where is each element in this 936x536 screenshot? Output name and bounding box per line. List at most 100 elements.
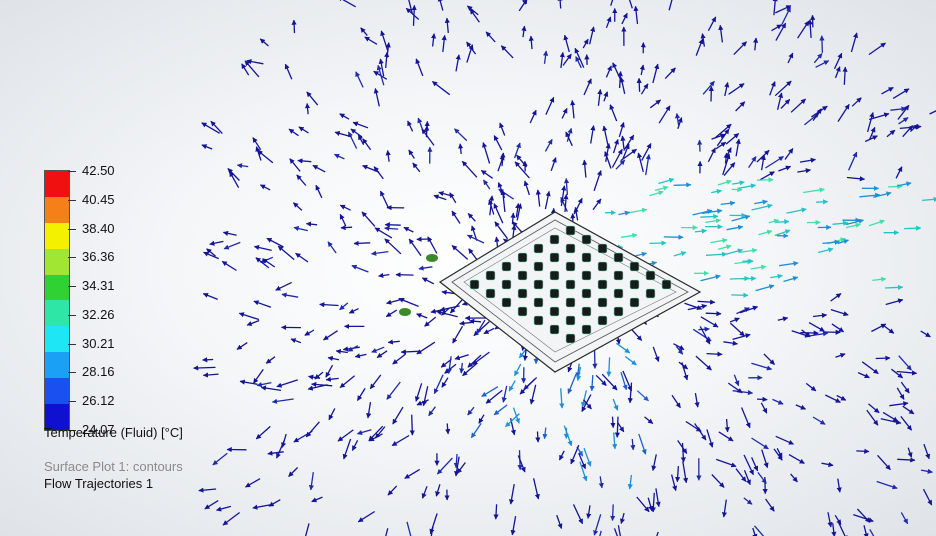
flow-arrow — [718, 244, 732, 250]
flow-arrow — [765, 155, 784, 169]
flow-arrow — [724, 418, 730, 433]
flow-arrow — [597, 88, 603, 106]
flow-arrow — [497, 154, 505, 172]
flow-arrow — [694, 228, 708, 234]
flow-arrow — [590, 125, 596, 144]
flow-arrow — [444, 17, 450, 33]
legend-tick-label: 38.40 — [82, 220, 115, 236]
flow-arrow — [815, 60, 830, 68]
flow-arrow — [888, 183, 903, 190]
legend-tick — [68, 286, 76, 288]
flow-arrow — [621, 12, 628, 25]
flow-arrow — [673, 182, 692, 188]
flow-arrow — [614, 416, 620, 438]
flow-arrow — [897, 457, 916, 463]
flow-arrow — [454, 128, 468, 142]
flow-arrow — [606, 357, 612, 377]
flow-arrow — [550, 157, 557, 172]
flow-arrow — [726, 224, 744, 231]
flow-arrow — [837, 103, 850, 122]
flow-arrow — [334, 130, 352, 138]
flow-arrow — [378, 58, 385, 77]
flow-arrow — [834, 66, 841, 79]
flow-arrow — [508, 380, 516, 392]
flow-arrow — [348, 308, 359, 314]
surface-plot-item[interactable]: Surface Plot 1: contours — [44, 459, 183, 474]
flow-arrow — [573, 206, 579, 221]
flow-arrow — [583, 78, 592, 96]
flow-arrow — [700, 274, 721, 282]
flow-arrow — [645, 153, 651, 176]
flow-arrow — [453, 454, 460, 469]
board-component — [533, 243, 544, 254]
flow-arrow — [488, 199, 495, 215]
flow-arrow — [778, 165, 792, 172]
flow-arrow — [774, 219, 790, 225]
flow-arrow — [808, 322, 825, 332]
flow-arrow — [380, 30, 389, 52]
flow-arrow — [834, 514, 842, 525]
flow-arrow — [694, 423, 707, 441]
flow-arrow — [351, 264, 369, 273]
flow-arrow — [772, 398, 784, 405]
board-component — [629, 297, 640, 308]
flow-arrow — [436, 457, 453, 475]
flow-arrow — [384, 225, 399, 232]
flow-arrow — [777, 316, 789, 322]
flow-arrow — [544, 138, 553, 152]
flow-arrow — [238, 312, 260, 321]
flow-arrow — [895, 166, 903, 179]
flow-arrow — [649, 190, 664, 197]
flow-arrow — [356, 429, 372, 435]
flow-arrow — [702, 80, 715, 95]
flow-trajectories-item[interactable]: Flow Trajectories 1 — [44, 476, 154, 491]
flow-arrow — [699, 326, 711, 345]
flow-arrow — [467, 213, 476, 222]
color-band — [45, 326, 69, 353]
flow-arrow — [327, 355, 340, 362]
flow-arrow — [622, 370, 633, 392]
board-component — [581, 306, 592, 317]
flow-arrow — [612, 398, 619, 411]
flow-arrow — [245, 478, 261, 488]
board-component — [629, 279, 640, 290]
pcb-board-model[interactable] — [438, 211, 702, 373]
flow-arrow — [543, 50, 549, 64]
flow-arrow — [790, 98, 807, 113]
flow-arrow — [639, 64, 645, 76]
flow-arrow — [630, 438, 636, 451]
flow-arrow — [602, 125, 609, 146]
flow-arrow — [900, 512, 909, 525]
flow-arrow — [315, 184, 323, 199]
flow-arrow — [267, 450, 284, 456]
flow-arrow — [850, 32, 859, 53]
flow-arrow — [518, 0, 528, 12]
flow-arrow — [398, 297, 419, 308]
flow-arrow — [771, 24, 783, 32]
flow-arrow — [638, 433, 647, 455]
flow-arrow — [593, 170, 602, 192]
flow-arrow — [582, 159, 588, 178]
flow-arrow — [562, 53, 572, 66]
flow-arrow — [768, 218, 780, 224]
flow-arrow — [563, 193, 569, 212]
flow-arrow — [459, 320, 473, 326]
legend-tick — [68, 199, 76, 201]
flow-arrow — [732, 333, 751, 341]
flow-arrow — [252, 503, 273, 510]
legend-tick — [68, 171, 76, 172]
flow-arrow — [717, 179, 732, 186]
flow-arrow — [428, 406, 436, 417]
flow-arrow — [558, 450, 565, 461]
flow-arrow — [627, 207, 648, 214]
flow-arrow — [651, 454, 657, 472]
board-component — [597, 261, 608, 272]
flow-arrow — [493, 504, 499, 520]
flow-arrow — [605, 16, 612, 29]
flow-arrow — [500, 45, 514, 59]
flow-arrow — [702, 208, 723, 214]
flow-arrow — [751, 203, 773, 211]
flow-arrow — [246, 319, 260, 326]
flow-arrow — [215, 505, 232, 512]
